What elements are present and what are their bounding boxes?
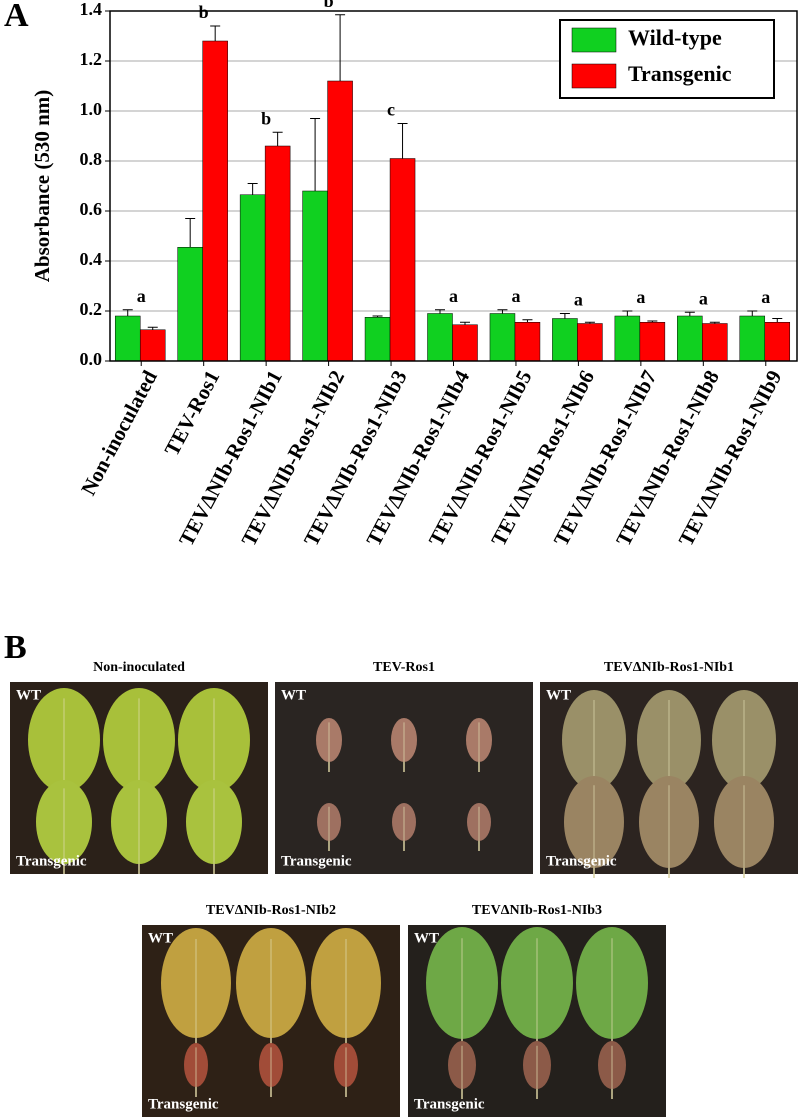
- photo-title: TEVΔNIb-Ros1-NIb2: [206, 903, 336, 918]
- photo-label: WT: [281, 687, 306, 703]
- error-bar: [747, 310, 758, 316]
- panel-label: A: [4, 0, 29, 34]
- significance-letter: a: [137, 286, 146, 306]
- photo-label: Transgenic: [16, 853, 87, 869]
- error-bar: [372, 315, 383, 318]
- bar: [264, 145, 291, 362]
- bar: [139, 329, 166, 362]
- y-axis-label: Absorbance (530 nm): [30, 90, 54, 283]
- significance-letter: a: [699, 288, 708, 308]
- photo-title: TEVΔNIb-Ros1-NIb3: [472, 903, 602, 918]
- error-bar: [709, 321, 720, 324]
- legend-swatch: [571, 63, 617, 89]
- bar: [489, 313, 516, 362]
- significance-letter: a: [449, 286, 458, 306]
- error-bar: [584, 321, 595, 324]
- error-bar: [397, 123, 408, 159]
- y-tick-label: 0.8: [80, 149, 103, 169]
- photo-label: Transgenic: [414, 1096, 485, 1112]
- x-tick-label: TEV-Ros1: [160, 366, 225, 459]
- error-bar: [435, 309, 445, 314]
- bar: [764, 322, 791, 362]
- y-tick-label: 0.2: [80, 299, 103, 319]
- bar: [389, 158, 416, 362]
- error-bar: [497, 309, 508, 314]
- error-bar: [647, 320, 658, 323]
- bar: [364, 317, 391, 362]
- photo-label: WT: [16, 687, 41, 703]
- error-bar: [122, 309, 133, 316]
- photo-label: WT: [546, 687, 571, 703]
- error-bar: [684, 311, 695, 316]
- bar: [514, 322, 541, 362]
- photo-title: Non-inoculated: [93, 660, 185, 675]
- y-tick-label: 1.0: [80, 99, 103, 119]
- error-bar: [272, 131, 283, 146]
- photo-label: WT: [148, 930, 173, 946]
- bar: [614, 315, 641, 362]
- legend-swatch: [571, 27, 617, 53]
- x-tick-label: Non-inoculated: [76, 366, 162, 499]
- bar: [177, 247, 203, 362]
- y-tick-label: 0.6: [80, 199, 103, 219]
- y-tick-label: 0.0: [80, 349, 103, 369]
- photo-label: Transgenic: [148, 1096, 219, 1112]
- bar: [552, 318, 578, 362]
- error-bar: [772, 318, 783, 323]
- bar: [114, 315, 141, 362]
- bar: [639, 322, 666, 362]
- error-bar: [310, 118, 321, 191]
- error-bar: [622, 310, 633, 316]
- error-bar: [247, 183, 258, 195]
- y-tick-label: 1.4: [80, 0, 103, 19]
- plot-frame: [109, 10, 798, 362]
- legend-label: Wild-type: [628, 25, 722, 50]
- bar: [427, 313, 453, 362]
- error-bar: [147, 326, 158, 330]
- error-bar: [210, 25, 221, 41]
- error-bar: [460, 321, 470, 325]
- significance-letter: a: [636, 287, 645, 307]
- significance-letter: b: [324, 0, 334, 11]
- significance-letter: b: [199, 2, 209, 22]
- bar: [739, 315, 766, 362]
- bar: [239, 194, 266, 362]
- photo-label: Transgenic: [281, 853, 352, 869]
- photo-label: Transgenic: [546, 853, 617, 869]
- panel-label: B: [4, 629, 27, 666]
- significance-letter: a: [761, 287, 770, 307]
- photo-label: WT: [414, 930, 439, 946]
- y-tick-label: 1.2: [80, 49, 103, 69]
- significance-letter: a: [574, 290, 583, 310]
- y-tick-label: 0.4: [80, 249, 103, 269]
- error-bar: [185, 218, 196, 248]
- significance-letter: c: [387, 100, 395, 120]
- legend-label: Transgenic: [628, 61, 732, 86]
- bar: [452, 324, 478, 362]
- bar: [327, 80, 353, 362]
- error-bar: [335, 14, 346, 81]
- significance-letter: b: [261, 108, 271, 128]
- bar: [577, 323, 603, 362]
- error-bar: [559, 313, 570, 319]
- bar: [302, 190, 328, 362]
- bar: [202, 40, 228, 362]
- error-bar: [522, 319, 533, 323]
- significance-letter: a: [511, 286, 520, 306]
- bar: [677, 315, 703, 362]
- bar: [702, 323, 728, 362]
- photo-title: TEV-Ros1: [373, 660, 435, 675]
- photo-title: TEVΔNIb-Ros1-NIb1: [604, 660, 734, 675]
